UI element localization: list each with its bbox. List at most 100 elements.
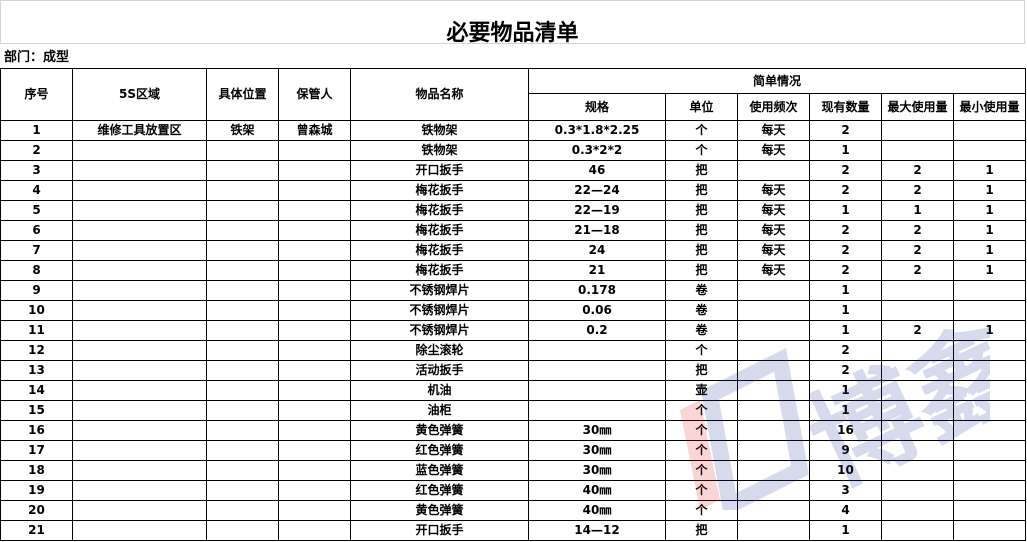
cell-min[interactable]: 1 bbox=[953, 320, 1026, 341]
cell-keeper[interactable] bbox=[278, 180, 351, 201]
cell-no[interactable]: 9 bbox=[0, 280, 73, 301]
cell-area[interactable] bbox=[72, 300, 207, 321]
cell-freq[interactable]: 每天 bbox=[737, 140, 810, 161]
cell-area[interactable] bbox=[72, 500, 207, 521]
cell-spec[interactable]: 0.3*1.8*2.25 bbox=[528, 120, 666, 141]
cell-max[interactable] bbox=[881, 400, 954, 421]
cell-spec[interactable]: 30㎜ bbox=[528, 420, 666, 441]
cell-min[interactable] bbox=[953, 140, 1026, 161]
cell-keeper[interactable] bbox=[278, 260, 351, 281]
cell-unit[interactable]: 个 bbox=[665, 480, 738, 501]
cell-unit[interactable]: 把 bbox=[665, 160, 738, 181]
cell-max[interactable] bbox=[881, 340, 954, 361]
cell-no[interactable]: 7 bbox=[0, 240, 73, 261]
cell-max[interactable]: 2 bbox=[881, 160, 954, 181]
cell-no[interactable]: 11 bbox=[0, 320, 73, 341]
cell-no[interactable]: 19 bbox=[0, 480, 73, 501]
cell-keeper[interactable] bbox=[278, 500, 351, 521]
cell-location[interactable] bbox=[206, 380, 279, 401]
cell-freq[interactable] bbox=[737, 340, 810, 361]
cell-name[interactable]: 梅花扳手 bbox=[350, 200, 529, 221]
cell-unit[interactable]: 卷 bbox=[665, 320, 738, 341]
cell-area[interactable] bbox=[72, 180, 207, 201]
cell-unit[interactable]: 把 bbox=[665, 220, 738, 241]
cell-no[interactable]: 13 bbox=[0, 360, 73, 381]
cell-qty[interactable]: 2 bbox=[809, 240, 882, 261]
cell-unit[interactable]: 个 bbox=[665, 500, 738, 521]
cell-max[interactable] bbox=[881, 120, 954, 141]
cell-area[interactable] bbox=[72, 380, 207, 401]
cell-unit[interactable]: 个 bbox=[665, 400, 738, 421]
cell-qty[interactable]: 2 bbox=[809, 160, 882, 181]
cell-unit[interactable]: 把 bbox=[665, 180, 738, 201]
cell-keeper[interactable] bbox=[278, 280, 351, 301]
cell-qty[interactable]: 1 bbox=[809, 280, 882, 301]
cell-min[interactable] bbox=[953, 400, 1026, 421]
cell-min[interactable] bbox=[953, 300, 1026, 321]
cell-spec[interactable]: 40㎜ bbox=[528, 480, 666, 501]
cell-spec[interactable]: 30㎜ bbox=[528, 460, 666, 481]
cell-name[interactable]: 红色弹簧 bbox=[350, 440, 529, 461]
cell-max[interactable] bbox=[881, 440, 954, 461]
cell-keeper[interactable] bbox=[278, 520, 351, 541]
cell-no[interactable]: 21 bbox=[0, 520, 73, 541]
cell-freq[interactable] bbox=[737, 280, 810, 301]
cell-name[interactable]: 蓝色弹簧 bbox=[350, 460, 529, 481]
cell-keeper[interactable] bbox=[278, 240, 351, 261]
cell-qty[interactable]: 1 bbox=[809, 520, 882, 541]
cell-spec[interactable] bbox=[528, 340, 666, 361]
cell-unit[interactable]: 把 bbox=[665, 520, 738, 541]
cell-max[interactable] bbox=[881, 520, 954, 541]
cell-no[interactable]: 1 bbox=[0, 120, 73, 141]
cell-qty[interactable]: 2 bbox=[809, 180, 882, 201]
cell-max[interactable] bbox=[881, 460, 954, 481]
cell-name[interactable]: 铁物架 bbox=[350, 120, 529, 141]
cell-keeper[interactable]: 曾森城 bbox=[278, 120, 351, 141]
cell-unit[interactable]: 个 bbox=[665, 440, 738, 461]
cell-area[interactable] bbox=[72, 420, 207, 441]
cell-area[interactable] bbox=[72, 140, 207, 161]
cell-freq[interactable] bbox=[737, 520, 810, 541]
cell-location[interactable] bbox=[206, 420, 279, 441]
cell-freq[interactable] bbox=[737, 320, 810, 341]
cell-spec[interactable] bbox=[528, 400, 666, 421]
cell-no[interactable]: 5 bbox=[0, 200, 73, 221]
cell-location[interactable] bbox=[206, 500, 279, 521]
cell-freq[interactable] bbox=[737, 460, 810, 481]
cell-max[interactable] bbox=[881, 480, 954, 501]
cell-location[interactable] bbox=[206, 320, 279, 341]
cell-no[interactable]: 16 bbox=[0, 420, 73, 441]
cell-location[interactable] bbox=[206, 240, 279, 261]
cell-freq[interactable]: 每天 bbox=[737, 120, 810, 141]
cell-freq[interactable] bbox=[737, 160, 810, 181]
cell-location[interactable] bbox=[206, 260, 279, 281]
cell-max[interactable] bbox=[881, 380, 954, 401]
cell-max[interactable]: 2 bbox=[881, 240, 954, 261]
cell-spec[interactable]: 30㎜ bbox=[528, 440, 666, 461]
cell-unit[interactable]: 把 bbox=[665, 240, 738, 261]
cell-min[interactable]: 1 bbox=[953, 200, 1026, 221]
cell-qty[interactable]: 2 bbox=[809, 340, 882, 361]
cell-max[interactable] bbox=[881, 140, 954, 161]
cell-name[interactable]: 梅花扳手 bbox=[350, 260, 529, 281]
cell-name[interactable]: 铁物架 bbox=[350, 140, 529, 161]
cell-unit[interactable]: 个 bbox=[665, 120, 738, 141]
cell-location[interactable] bbox=[206, 340, 279, 361]
cell-max[interactable]: 1 bbox=[881, 200, 954, 221]
cell-qty[interactable]: 4 bbox=[809, 500, 882, 521]
cell-area[interactable] bbox=[72, 400, 207, 421]
cell-min[interactable]: 1 bbox=[953, 180, 1026, 201]
cell-qty[interactable]: 2 bbox=[809, 360, 882, 381]
cell-min[interactable] bbox=[953, 440, 1026, 461]
cell-min[interactable] bbox=[953, 460, 1026, 481]
cell-qty[interactable]: 16 bbox=[809, 420, 882, 441]
cell-name[interactable]: 除尘滚轮 bbox=[350, 340, 529, 361]
cell-qty[interactable]: 1 bbox=[809, 300, 882, 321]
cell-freq[interactable]: 每天 bbox=[737, 180, 810, 201]
cell-unit[interactable]: 卷 bbox=[665, 300, 738, 321]
cell-qty[interactable]: 2 bbox=[809, 260, 882, 281]
cell-area[interactable] bbox=[72, 460, 207, 481]
cell-keeper[interactable] bbox=[278, 420, 351, 441]
cell-location[interactable] bbox=[206, 160, 279, 181]
cell-no[interactable]: 15 bbox=[0, 400, 73, 421]
